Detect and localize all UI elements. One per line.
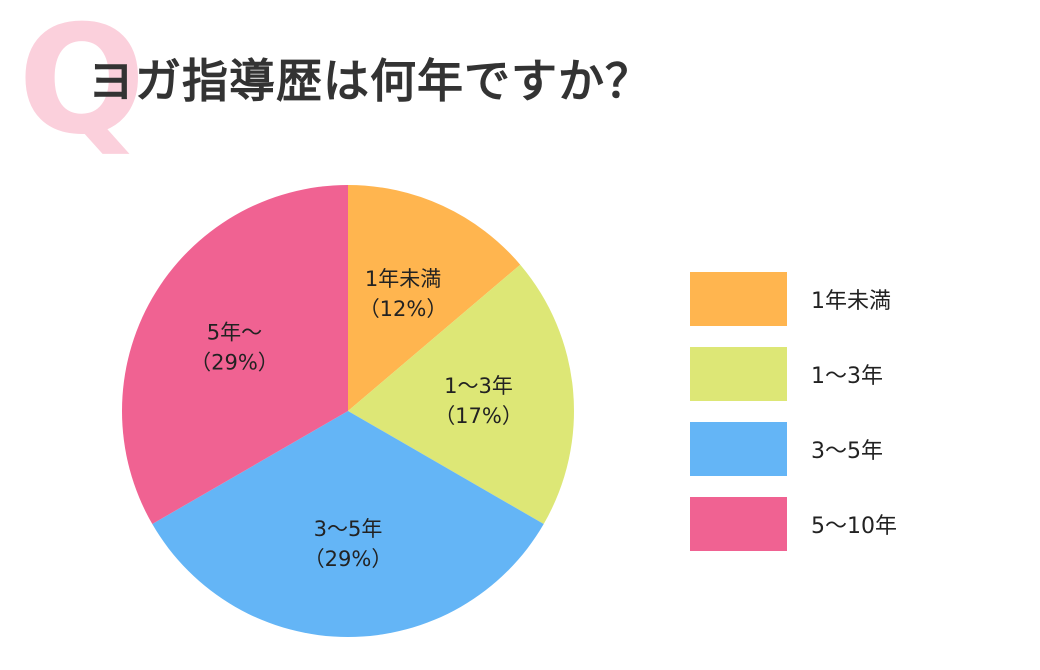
legend-swatch xyxy=(690,347,787,401)
legend-swatch xyxy=(690,422,787,476)
legend: 1年未満 1〜3年 3〜5年 5〜10年 xyxy=(690,272,897,572)
legend-label: 1〜3年 xyxy=(811,364,883,389)
slice-label: 5年〜 xyxy=(207,320,262,344)
slice-value-label: （12%） xyxy=(359,297,448,321)
pie-slice xyxy=(348,264,574,524)
chart-title: ヨガ指導歴は何年ですか？ xyxy=(88,54,652,108)
slice-value-label: （17%） xyxy=(434,404,523,428)
slice-label: 1年未満 xyxy=(365,267,441,291)
legend-item: 5〜10年 xyxy=(690,497,897,551)
q-mark: Q xyxy=(18,0,146,168)
pie-slice xyxy=(122,185,349,524)
slice-value-label: （29%） xyxy=(190,350,279,374)
legend-item: 1〜3年 xyxy=(690,347,897,401)
slice-label: 3〜5年 xyxy=(314,517,383,541)
legend-item: 3〜5年 xyxy=(690,422,897,476)
legend-swatch xyxy=(690,497,787,551)
legend-item: 1年未満 xyxy=(690,272,897,326)
slice-value-label: （29%） xyxy=(304,547,393,571)
slice-label: 1〜3年 xyxy=(444,374,513,398)
legend-label: 5〜10年 xyxy=(811,514,897,539)
pie-slice xyxy=(348,185,521,411)
legend-label: 1年未満 xyxy=(811,289,891,314)
legend-label: 3〜5年 xyxy=(811,439,883,464)
legend-swatch xyxy=(690,272,787,326)
